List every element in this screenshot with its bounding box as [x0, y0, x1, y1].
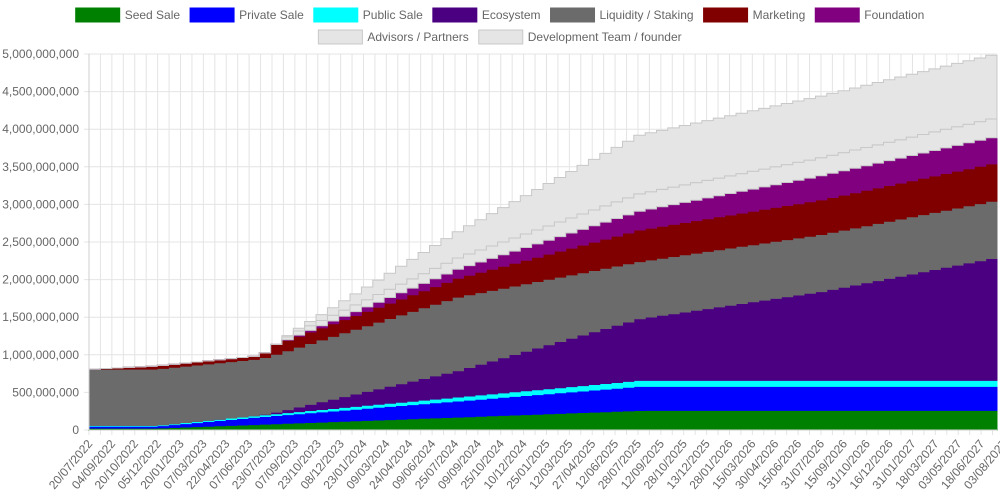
legend-swatch: [703, 7, 749, 23]
legend-swatch: [550, 7, 596, 23]
y-tick-label: 3,500,000,000: [2, 160, 79, 174]
legend-swatch: [478, 29, 524, 45]
legend-swatch: [189, 7, 235, 23]
legend-swatch: [313, 7, 359, 23]
y-tick-label: 4,000,000,000: [2, 122, 79, 136]
legend-item-development-team-founder[interactable]: Development Team / founder: [478, 29, 682, 45]
legend-item-foundation[interactable]: Foundation: [814, 7, 924, 23]
legend-item-liquidity-staking[interactable]: Liquidity / Staking: [550, 7, 694, 23]
y-tick-label: 2,500,000,000: [2, 235, 79, 249]
legend-label: Foundation: [864, 8, 924, 22]
y-tick-label: 500,000,000: [12, 385, 79, 399]
legend-item-public-sale[interactable]: Public Sale: [313, 7, 423, 23]
legend: Seed Sale Private Sale Public Sale Ecosyste…: [75, 7, 924, 45]
y-tick-label: 1,000,000,000: [2, 348, 79, 362]
legend-label: Marketing: [753, 8, 806, 22]
legend-item-marketing[interactable]: Marketing: [703, 7, 806, 23]
legend-label: Development Team / founder: [528, 30, 682, 44]
y-tick-label: 5,000,000,000: [2, 47, 79, 61]
legend-label: Ecosystem: [482, 8, 541, 22]
axes-layer: 0 500,000,000 1,000,000,000 1,500,000,000 2,…: [2, 47, 1000, 492]
legend-swatch: [317, 29, 363, 45]
legend-label: Seed Sale: [125, 8, 181, 22]
legend-swatch: [75, 7, 121, 23]
series-area-development-team-founder: [89, 54, 998, 370]
y-tick-label: 0: [72, 423, 79, 437]
legend-label: Private Sale: [239, 8, 304, 22]
legend-item-ecosystem[interactable]: Ecosystem: [432, 7, 541, 23]
legend-item-seed-sale[interactable]: Seed Sale: [75, 7, 181, 23]
y-tick-label: 2,000,000,000: [2, 273, 79, 287]
y-tick-label: 3,000,000,000: [2, 197, 79, 211]
y-tick-label: 4,500,000,000: [2, 85, 79, 99]
y-tick-label: 1,500,000,000: [2, 310, 79, 324]
legend-label: Public Sale: [363, 8, 423, 22]
legend-label: Advisors / Partners: [367, 30, 468, 44]
legend-label: Liquidity / Staking: [600, 8, 694, 22]
legend-item-advisors-partners[interactable]: Advisors / Partners: [317, 29, 469, 45]
legend-swatch: [432, 7, 478, 23]
legend-item-private-sale[interactable]: Private Sale: [189, 7, 304, 23]
series-layer: [88, 54, 998, 431]
legend-swatch: [814, 7, 860, 23]
